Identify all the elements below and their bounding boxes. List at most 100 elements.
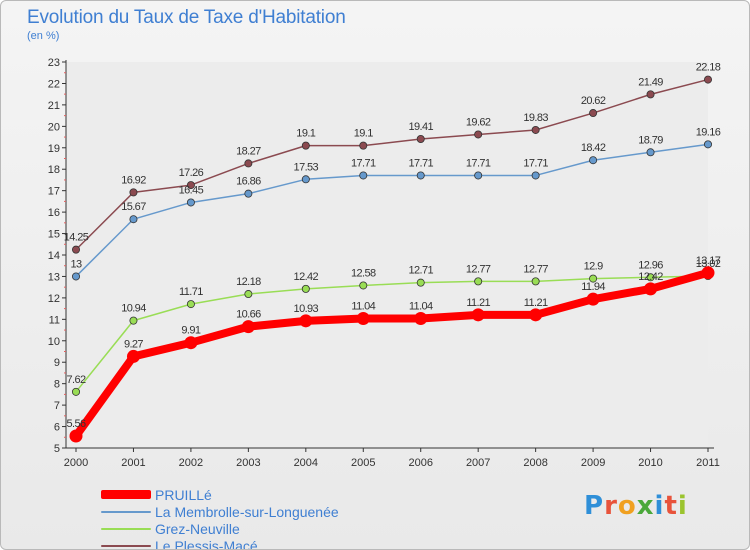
data-label: 16.92	[121, 174, 146, 186]
data-label: 9.91	[181, 325, 200, 337]
data-point	[474, 171, 483, 180]
y-tick-label: 21	[48, 100, 60, 112]
y-tick-label: 12	[48, 293, 60, 305]
data-point	[704, 75, 713, 84]
data-label: 14.25	[64, 232, 89, 244]
legend: PRUILLé La Membrolle-sur-Longuenée Grez-Ne…	[101, 486, 339, 549]
data-label: 17.71	[408, 157, 433, 169]
y-tick-label: 13	[48, 271, 60, 283]
data-label: 7.62	[66, 374, 85, 386]
data-point	[359, 141, 368, 150]
data-label: 11.04	[351, 300, 375, 312]
chart-title: Evolution du Taux de Taxe d'Habitation	[27, 7, 346, 28]
data-point	[186, 198, 195, 207]
data-point	[474, 277, 483, 286]
data-label: 19.1	[354, 128, 373, 140]
x-tick-label: 2001	[121, 457, 145, 469]
data-point	[414, 311, 428, 325]
data-label: 16.45	[179, 184, 204, 196]
logo-letter: x	[636, 491, 655, 521]
data-label: 17.26	[179, 167, 204, 179]
data-label: 11.21	[466, 297, 490, 309]
data-point	[529, 308, 543, 322]
y-tick-label: 15	[48, 229, 60, 241]
data-point	[72, 245, 81, 254]
data-point	[69, 429, 83, 443]
data-point	[704, 140, 713, 149]
logo-letter: r	[604, 491, 618, 521]
data-label: 12.77	[466, 263, 491, 275]
data-point	[186, 181, 195, 190]
data-point	[416, 171, 425, 180]
data-point	[301, 175, 310, 184]
plot-area	[66, 62, 708, 448]
legend-item: La Membrolle-sur-Longuenée	[101, 503, 339, 520]
series-line-2	[75, 275, 709, 393]
y-tick-label: 18	[48, 164, 60, 176]
legend-swatch	[101, 490, 151, 499]
x-tick-label: 2004	[294, 457, 318, 469]
data-label: 9.27	[124, 338, 143, 350]
series-line-3	[75, 78, 709, 251]
y-tick-label: 7	[54, 400, 60, 412]
data-point	[126, 349, 140, 363]
legend-item: Grez-Neuville	[101, 520, 339, 537]
data-label: 19.83	[523, 112, 548, 124]
y-tick-label: 16	[48, 207, 60, 219]
y-tick-label: 23	[48, 57, 60, 69]
data-point	[184, 336, 198, 350]
data-point	[72, 387, 81, 396]
legend-swatch	[101, 527, 151, 530]
data-label: 12.96	[638, 259, 663, 271]
data-point	[359, 281, 368, 290]
data-label: 5.56	[66, 418, 85, 430]
y-tick-label: 17	[48, 186, 60, 198]
y-tick-label: 22	[48, 78, 60, 90]
legend-label: Grez-Neuville	[155, 520, 240, 537]
data-point	[356, 311, 370, 325]
data-point	[646, 90, 655, 99]
data-label: 12.71	[408, 265, 433, 277]
data-label: 13.17	[696, 255, 721, 267]
data-point	[72, 272, 81, 281]
data-point	[416, 134, 425, 143]
data-point	[646, 148, 655, 157]
legend-item: Le Plessis-Macé	[101, 537, 339, 549]
data-label: 17.53	[294, 161, 319, 173]
series-line-0	[72, 268, 712, 440]
x-tick-label: 2010	[638, 457, 662, 469]
data-point	[301, 141, 310, 150]
logo-letter: P	[584, 491, 605, 521]
data-point	[646, 273, 655, 282]
data-label: 12.42	[638, 271, 663, 283]
data-label: 17.71	[466, 157, 491, 169]
data-label: 10.93	[294, 303, 319, 315]
data-label: 11.21	[524, 297, 548, 309]
data-label: 10.94	[121, 303, 146, 315]
y-tick-label: 10	[48, 336, 60, 348]
data-point	[531, 125, 540, 134]
data-label: 11.94	[581, 281, 605, 293]
data-label: 15.67	[121, 201, 146, 213]
y-tick-label: 14	[48, 250, 60, 262]
data-label: 13	[70, 258, 82, 270]
data-point	[301, 284, 310, 293]
data-point	[244, 159, 253, 168]
y-tick-label: 20	[48, 121, 60, 133]
legend-label: PRUILLé	[155, 486, 212, 503]
chart-unit-label: (en %)	[27, 30, 60, 42]
legend-label: La Membrolle-sur-Longuenée	[155, 503, 339, 520]
x-tick-label: 2000	[64, 457, 88, 469]
y-tick-label: 11	[49, 314, 60, 326]
data-point	[416, 278, 425, 287]
data-label: 18.27	[236, 145, 261, 157]
data-point	[186, 300, 195, 309]
x-tick-label: 2003	[236, 457, 260, 469]
data-label: 19.16	[696, 126, 721, 138]
data-point	[589, 109, 598, 118]
y-tick-label: 5	[54, 443, 60, 455]
data-point	[129, 215, 138, 224]
logo-letter: t	[664, 491, 678, 521]
data-point	[474, 130, 483, 139]
